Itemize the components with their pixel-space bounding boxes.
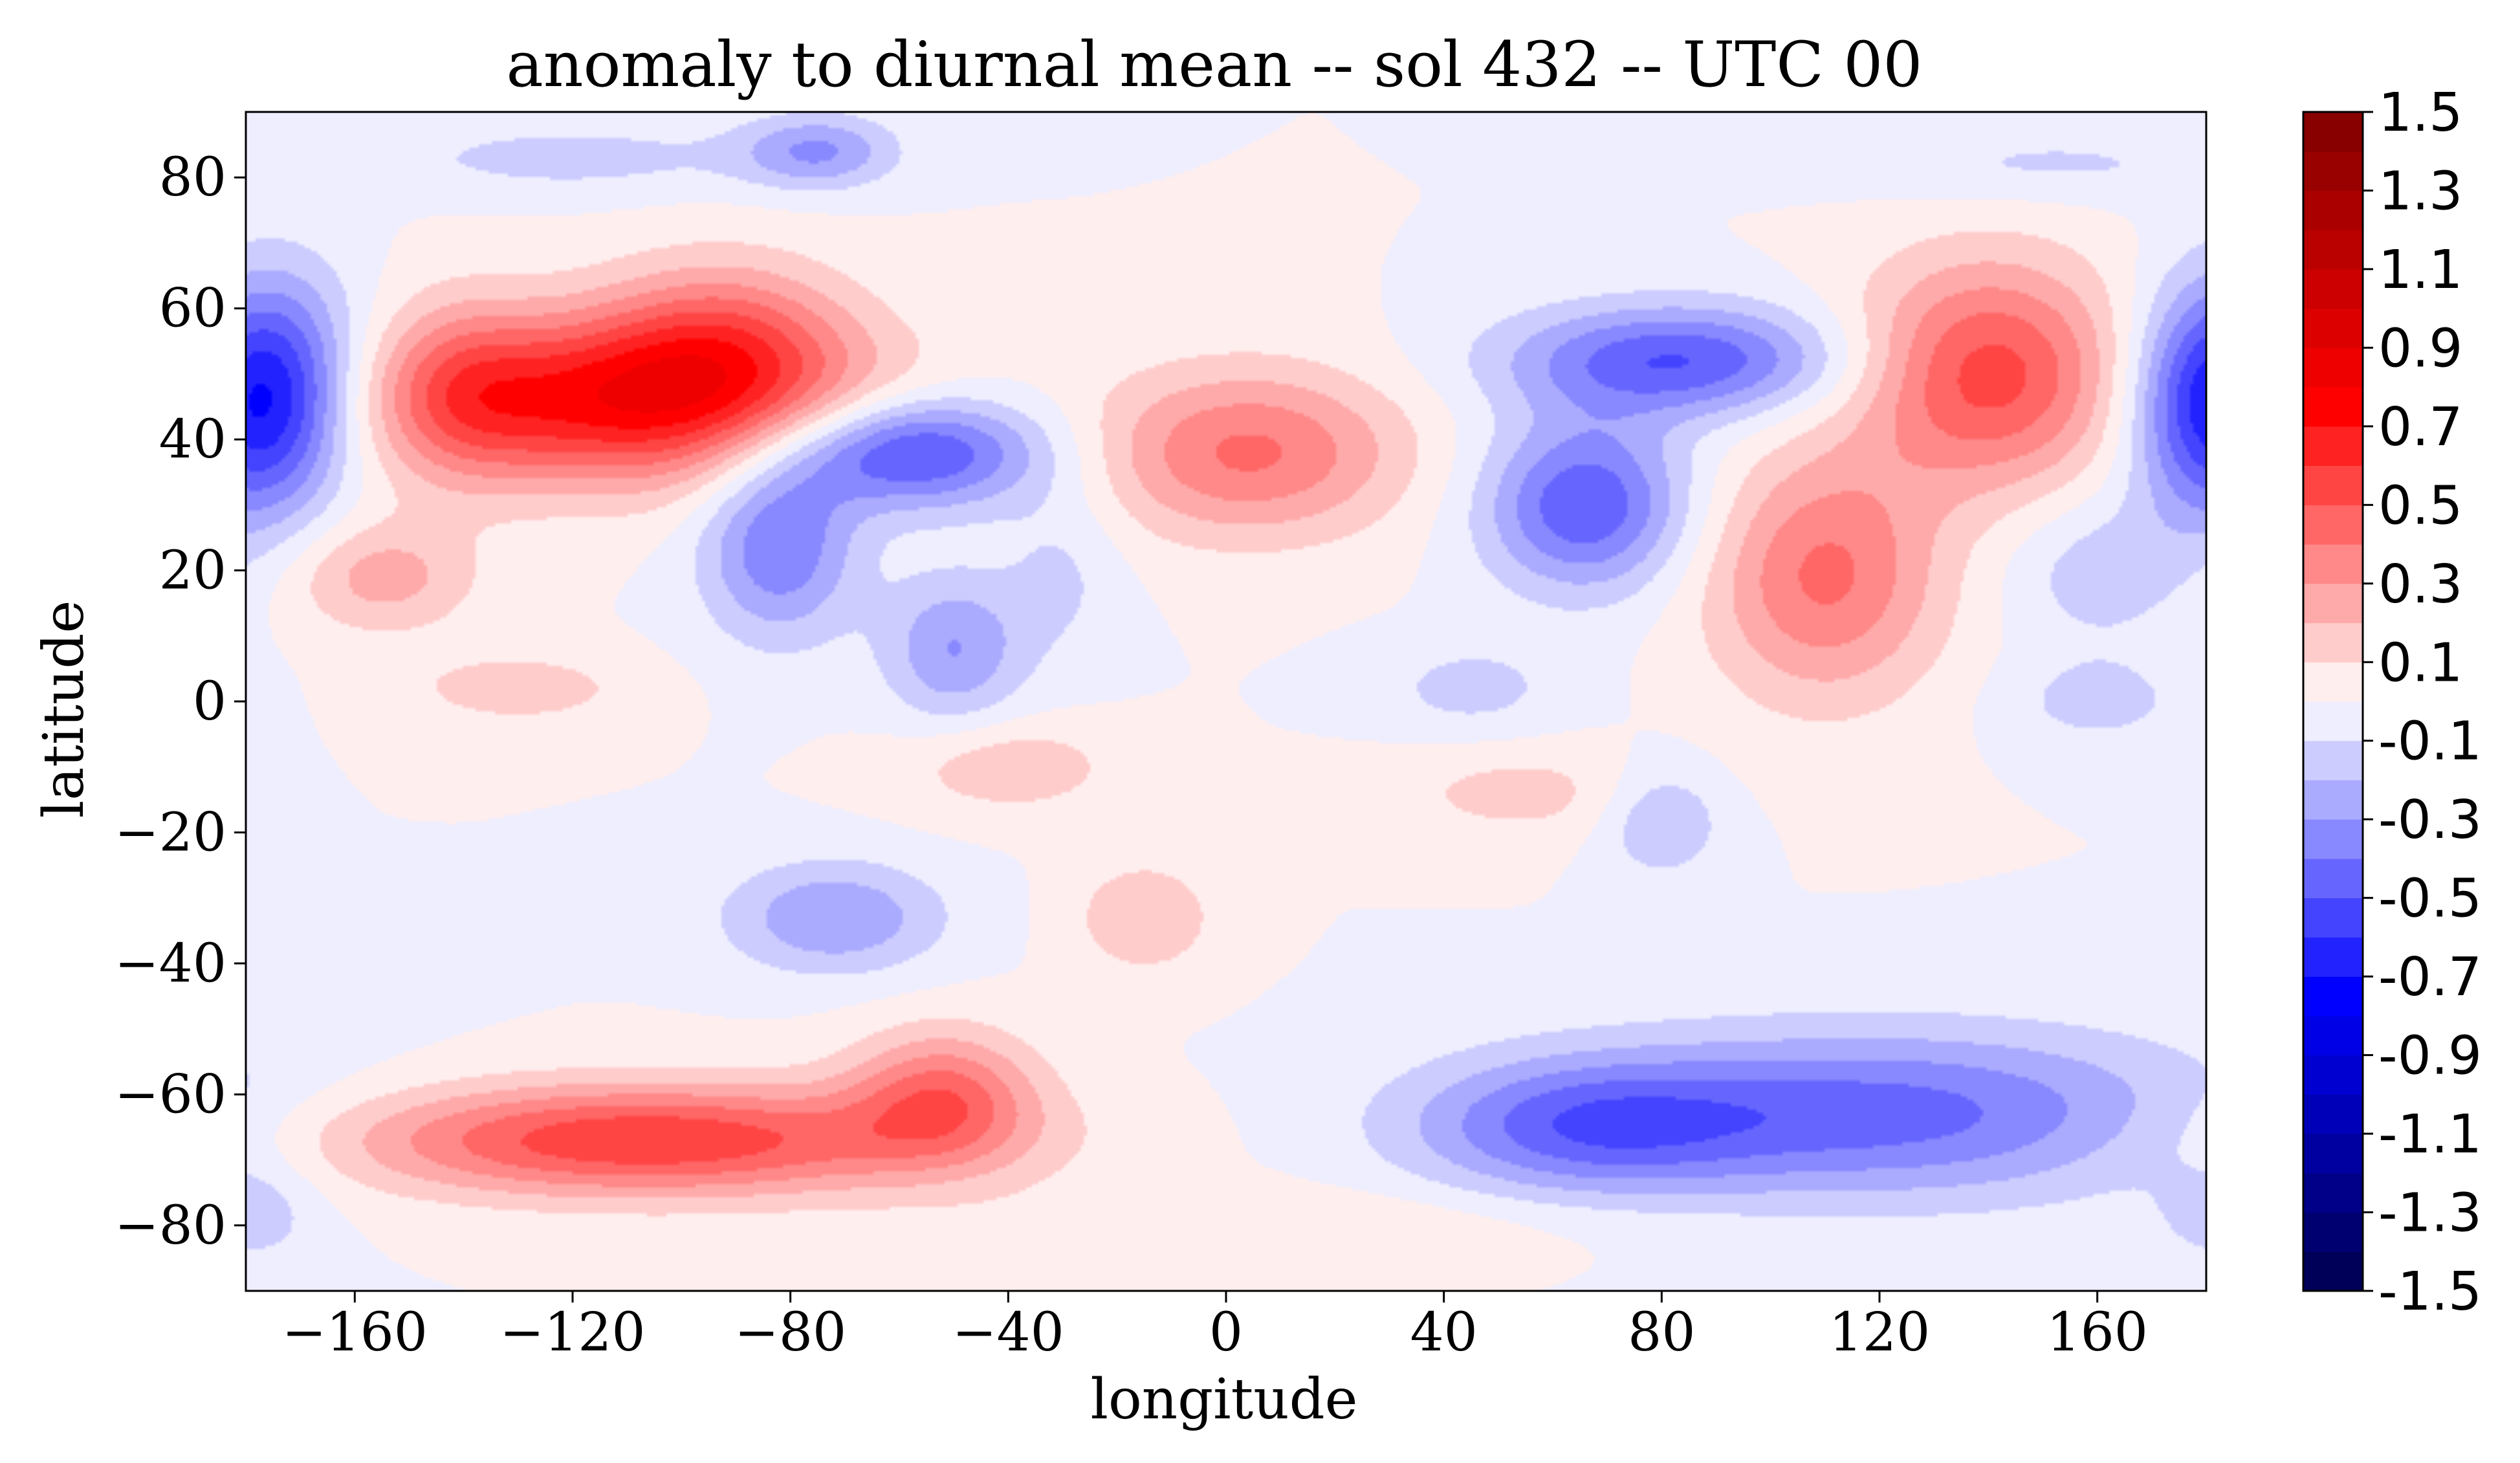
colorbar-level bbox=[2303, 544, 2363, 584]
x-tick-label: −120 bbox=[499, 1302, 645, 1363]
y-tick-label: −20 bbox=[115, 802, 226, 863]
y-tick-label: −80 bbox=[115, 1195, 226, 1257]
colorbar-level bbox=[2303, 976, 2363, 1017]
colorbar-level bbox=[2303, 780, 2363, 820]
colorbar-level bbox=[2303, 622, 2363, 663]
x-tick-label: 160 bbox=[2046, 1302, 2148, 1363]
colorbar-tick-label: -1.3 bbox=[2378, 1183, 2482, 1244]
x-tick-label: −40 bbox=[952, 1302, 1064, 1363]
colorbar-level bbox=[2303, 347, 2363, 388]
colorbar-tick-label: 0.7 bbox=[2378, 397, 2462, 458]
colorbar-tick-label: 0.3 bbox=[2378, 554, 2462, 615]
x-tick-label: −160 bbox=[282, 1302, 428, 1363]
y-tick-label: 0 bbox=[193, 671, 226, 732]
colorbar-frame bbox=[2302, 111, 2364, 1292]
colorbar-level bbox=[2303, 465, 2363, 505]
x-tick-label: 120 bbox=[1829, 1302, 1931, 1363]
y-axis-label: latitude bbox=[32, 600, 96, 819]
colorbar-tick-label: -1.5 bbox=[2378, 1261, 2482, 1323]
colorbar-level bbox=[2303, 269, 2363, 309]
colorbar-tick-label: 0.5 bbox=[2378, 475, 2462, 536]
colorbar-tick-label: -0.7 bbox=[2378, 947, 2482, 1008]
y-tick-label: 20 bbox=[159, 540, 226, 602]
colorbar-level bbox=[2303, 190, 2363, 230]
colorbar-tick-label: -0.3 bbox=[2378, 789, 2482, 851]
colorbar-level bbox=[2303, 583, 2363, 624]
colorbar-level bbox=[2303, 1015, 2363, 1056]
y-tick-label: −60 bbox=[115, 1064, 226, 1125]
colorbar-tick-label: -0.1 bbox=[2378, 711, 2482, 773]
colorbar-level bbox=[2303, 1172, 2363, 1213]
x-tick-label: 40 bbox=[1410, 1302, 1477, 1363]
y-axis: 80 60 40 20 0 −20 −40 −60 −80 bbox=[115, 147, 246, 1257]
y-tick-label: 80 bbox=[159, 147, 226, 208]
colorbar-level bbox=[2303, 1251, 2363, 1292]
y-tick-label: 60 bbox=[159, 278, 226, 340]
colorbar-level bbox=[2303, 230, 2363, 270]
colorbar-level bbox=[2303, 1094, 2363, 1134]
colorbar-tick-label: -0.5 bbox=[2378, 868, 2482, 930]
colorbar-level bbox=[2303, 662, 2363, 702]
plot-area bbox=[246, 112, 2206, 1291]
colorbar-level bbox=[2303, 387, 2363, 427]
colorbar-level bbox=[2303, 740, 2363, 780]
x-axis: −160 −120 −80 −40 0 40 80 120 160 bbox=[282, 1291, 2148, 1363]
y-tick-label: 40 bbox=[159, 409, 226, 470]
contour-field bbox=[246, 112, 2206, 1291]
colorbar-level bbox=[2303, 426, 2363, 467]
colorbar-tick-label: 1.5 bbox=[2378, 82, 2462, 144]
colorbar-tick-label: -0.9 bbox=[2378, 1026, 2482, 1087]
colorbar-level bbox=[2303, 819, 2363, 859]
x-tick-label: −80 bbox=[734, 1302, 846, 1363]
x-tick-label: 80 bbox=[1628, 1302, 1695, 1363]
x-tick-label: 0 bbox=[1209, 1302, 1243, 1363]
colorbar-tick-label: 1.1 bbox=[2378, 239, 2462, 301]
colorbar-level bbox=[2303, 308, 2363, 348]
colorbar-level bbox=[2303, 505, 2363, 545]
colorbar-tick-label: 1.3 bbox=[2378, 160, 2462, 222]
colorbar-level bbox=[2303, 112, 2363, 152]
colorbar-level bbox=[2303, 1212, 2363, 1252]
colorbar-level bbox=[2303, 897, 2363, 938]
colorbar-level bbox=[2303, 151, 2363, 191]
colorbar-level bbox=[2303, 1134, 2363, 1174]
colorbar-level bbox=[2303, 701, 2363, 742]
y-tick-label: −40 bbox=[115, 933, 226, 995]
x-axis-label: longitude bbox=[1090, 1367, 1357, 1432]
colorbar-level bbox=[2303, 937, 2363, 977]
colorbar: 1.5 1.3 1.1 0.9 0.7 0.5 0.3 0.1 -0.1 -0.3 -0.5 -0.7… bbox=[2302, 82, 2482, 1323]
colorbar-tick-label: 0.1 bbox=[2378, 632, 2462, 694]
colorbar-level bbox=[2303, 858, 2363, 899]
colorbar-level bbox=[2303, 1055, 2363, 1095]
colorbar-tick-label: -1.1 bbox=[2378, 1104, 2482, 1165]
colorbar-tick-label: 0.9 bbox=[2378, 318, 2462, 379]
chart-title: anomaly to diurnal mean -- sol 432 -- UT… bbox=[507, 28, 1923, 101]
